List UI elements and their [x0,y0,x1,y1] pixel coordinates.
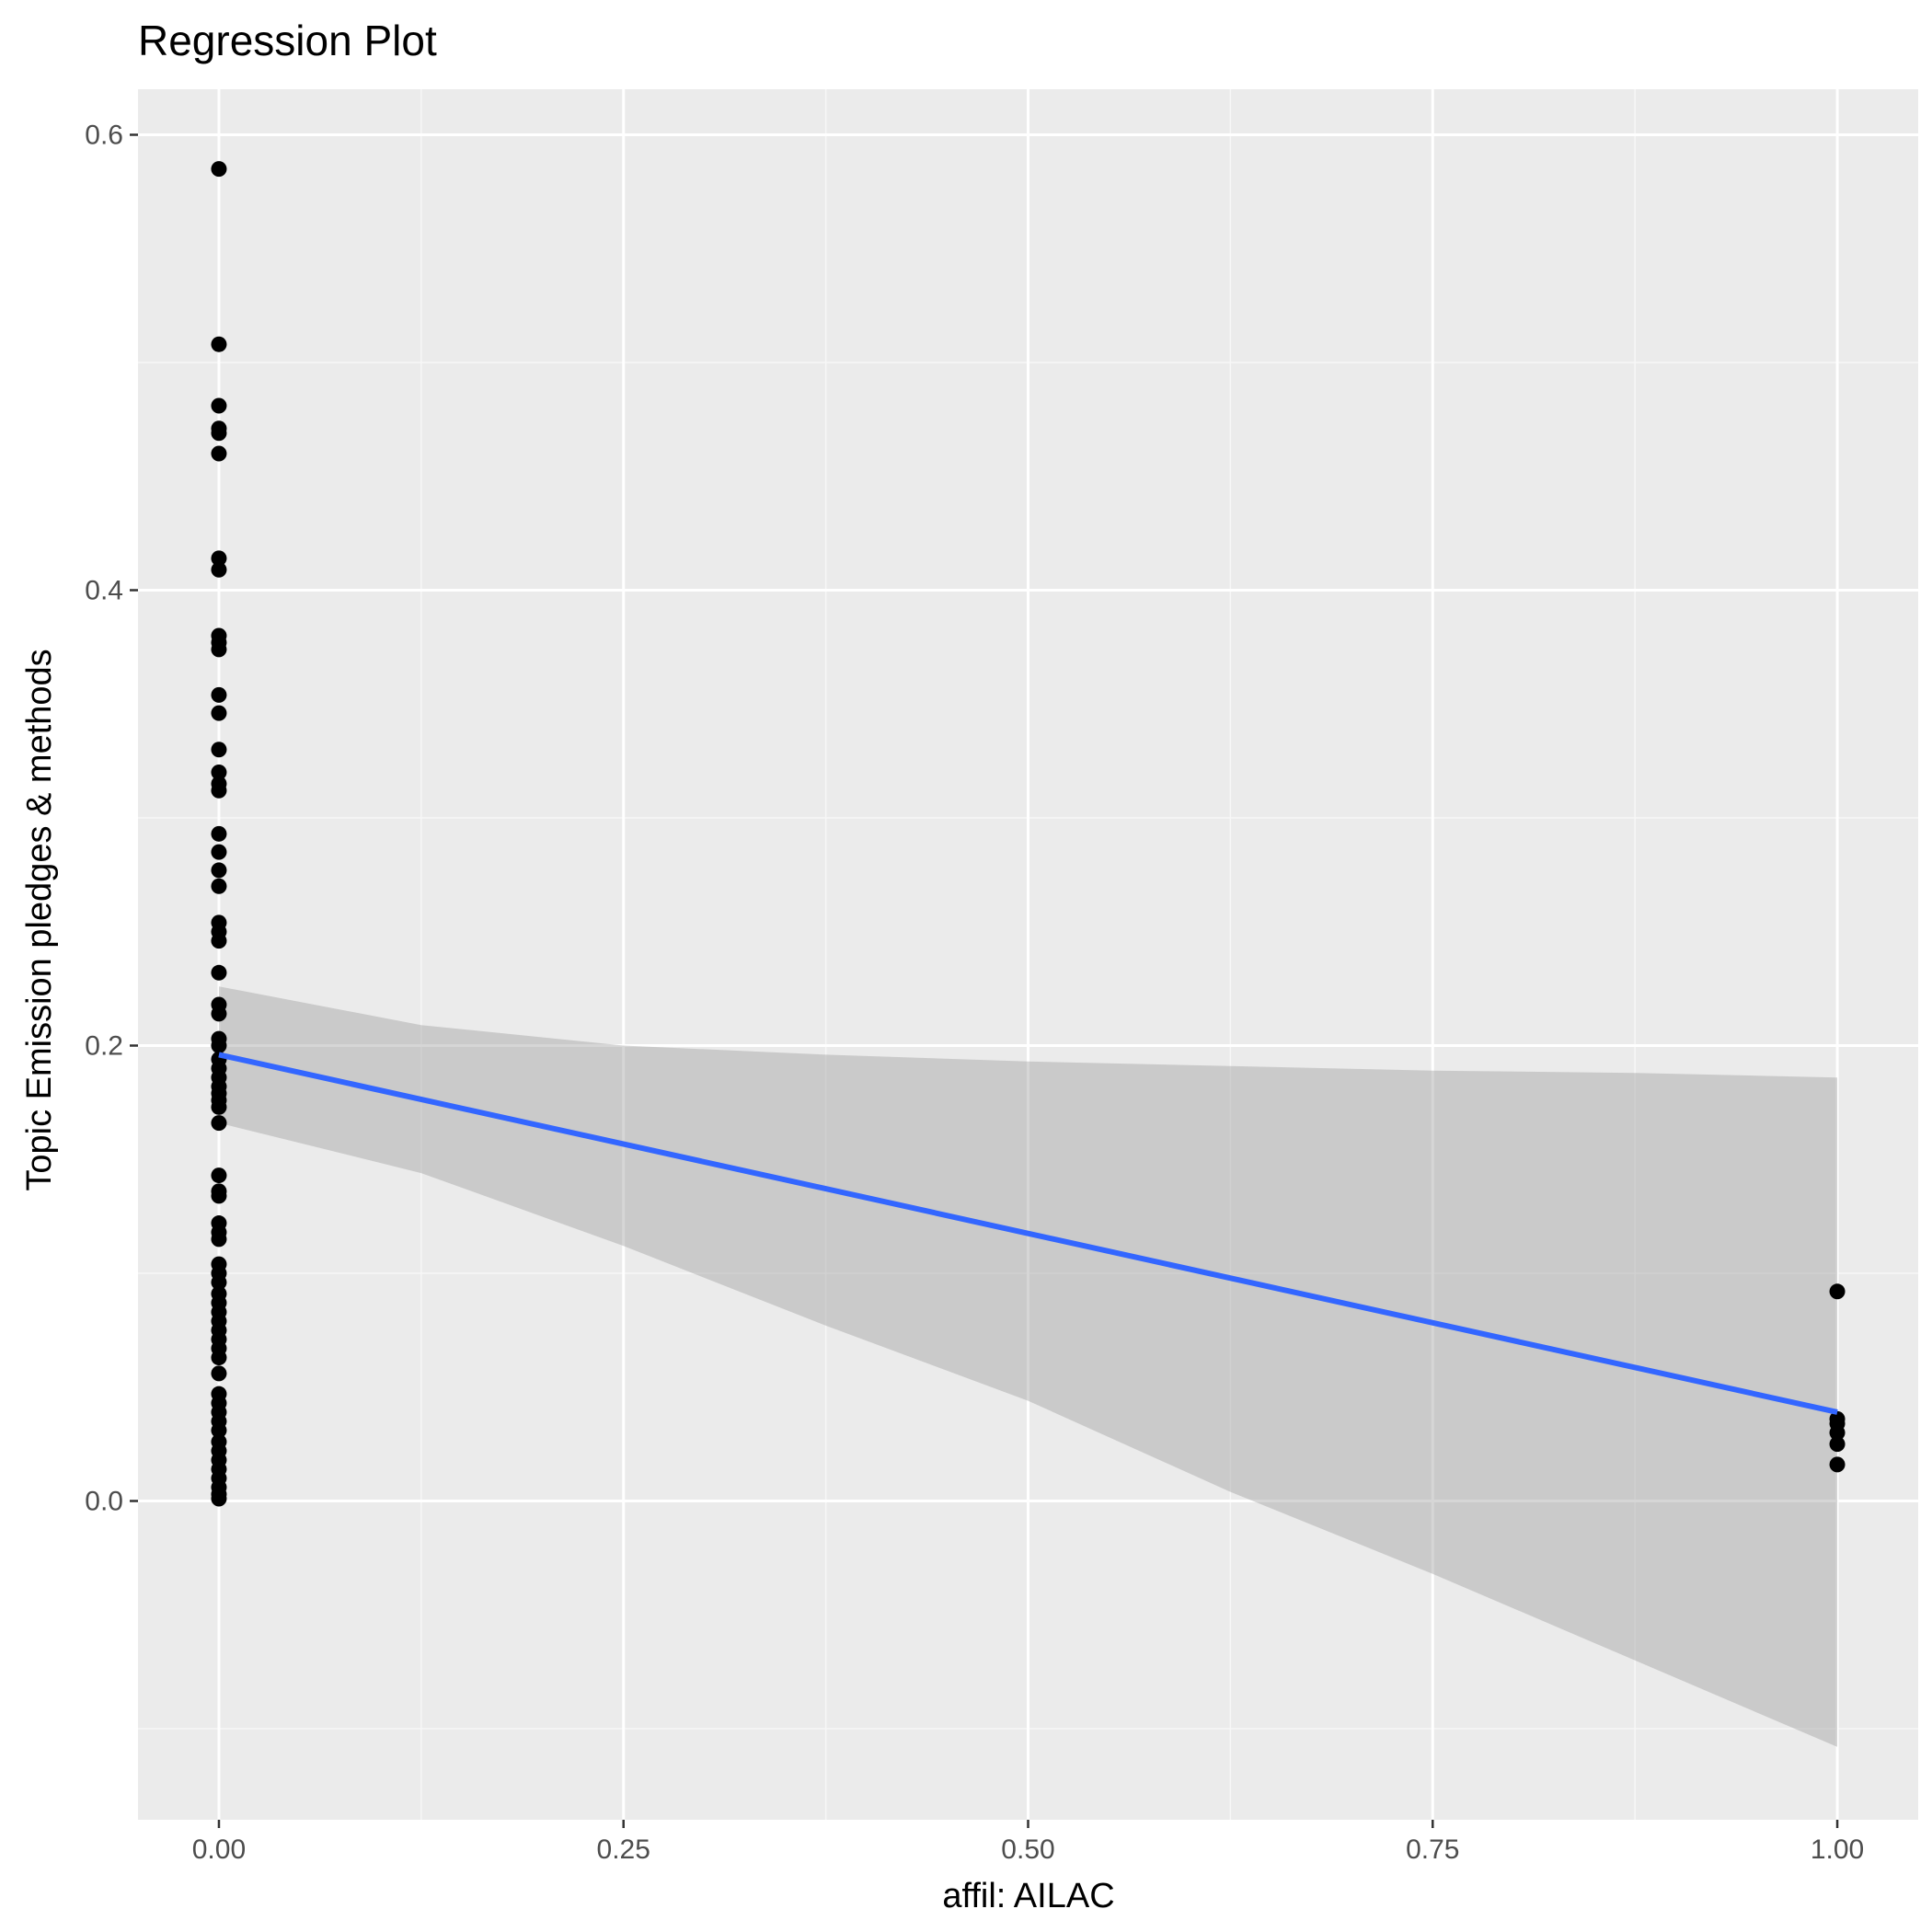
data-point [211,825,227,842]
regression-line [218,1052,1838,1415]
x-tick-label: 1.00 [1811,1834,1864,1865]
chart-title: Regression Plot [138,17,437,64]
data-point [211,1167,227,1184]
data-point [211,397,227,414]
data-point [211,1115,227,1132]
data-point [211,1490,227,1507]
x-axis-ticks: 0.00 0.25 0.50 0.75 1.00 [192,1820,1864,1865]
data-point [211,1231,227,1248]
data-point [211,1098,227,1115]
data-point [211,742,227,758]
data-point [211,1350,227,1366]
x-tick-label: 0.25 [597,1834,650,1865]
data-point [211,425,227,442]
y-tick-label: 0.0 [85,1487,123,1517]
data-point [211,1006,227,1022]
data-point [211,964,227,981]
x-tick-label: 0.50 [1001,1834,1054,1865]
x-axis-title: affil: AILAC [942,1877,1114,1915]
x-tick-label: 0.00 [192,1834,246,1865]
data-point [211,686,227,703]
y-tick-label: 0.2 [85,1031,123,1062]
data-point [1829,1436,1846,1453]
data-point [211,844,227,860]
y-axis-title: Topic Emission pledges & methods [20,649,59,1190]
confidence-band [219,986,1837,1747]
data-point [211,878,227,894]
data-points [211,161,1846,1507]
y-tick-label: 0.4 [85,576,123,606]
data-point [211,1422,227,1439]
data-point [211,550,227,567]
y-tick-label: 0.6 [85,121,123,151]
data-point [211,862,227,879]
data-point [211,641,227,658]
x-tick-label: 0.75 [1406,1834,1459,1865]
data-point [211,161,227,178]
data-point [211,336,227,352]
data-point [211,445,227,462]
y-axis-ticks: 0.0 0.2 0.4 0.6 [85,121,138,1517]
data-point [211,933,227,949]
data-point [1829,1456,1846,1473]
major-gridlines [138,89,1918,1820]
data-point [211,1038,227,1053]
data-point [211,765,227,780]
data-point [211,1365,227,1382]
data-point [1829,1424,1846,1441]
data-point [211,1274,227,1291]
data-point [211,561,227,578]
data-point [1829,1283,1846,1300]
data-point [211,705,227,721]
data-point [211,782,227,799]
data-point [211,1188,227,1204]
